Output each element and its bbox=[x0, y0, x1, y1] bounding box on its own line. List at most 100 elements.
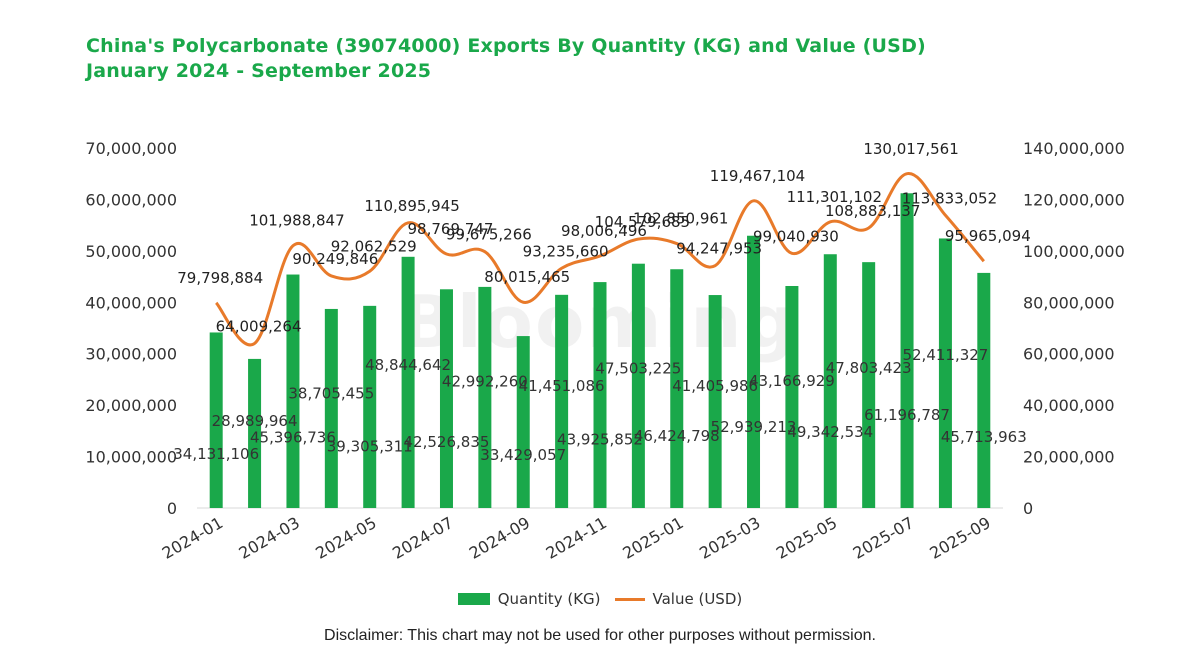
bar-data-label: 47,803,423 bbox=[826, 359, 912, 377]
bar-data-label: 41,451,086 bbox=[519, 377, 605, 395]
bar-quantity bbox=[593, 282, 607, 508]
bar-quantity bbox=[823, 254, 837, 508]
bar-quantity bbox=[977, 272, 991, 508]
bar-data-label: 61,196,787 bbox=[864, 406, 950, 424]
bar-quantity bbox=[785, 285, 799, 508]
bar-data-label: 49,342,534 bbox=[787, 423, 873, 441]
x-tick-label: 2024-09 bbox=[466, 513, 533, 563]
bar-data-label: 47,503,225 bbox=[595, 360, 681, 378]
line-data-label: 98,006,496 bbox=[561, 222, 647, 240]
combo-chart: 0 10,000,000 20,000,000 30,000,000 40,000,00… bbox=[85, 139, 1125, 563]
line-data-label: 79,798,884 bbox=[177, 269, 263, 287]
line-data-label: 95,965,094 bbox=[945, 227, 1031, 245]
legend-label-quantity: Quantity (KG) bbox=[497, 590, 601, 608]
line-data-label: 93,235,660 bbox=[523, 242, 609, 260]
bar-quantity bbox=[286, 274, 300, 508]
bar-quantity bbox=[555, 294, 569, 508]
bar-quantity bbox=[862, 262, 876, 508]
bar-quantity bbox=[747, 235, 761, 508]
y-right-tick-label: 0 bbox=[1023, 499, 1033, 518]
bar-data-label: 45,396,736 bbox=[250, 429, 336, 447]
line-data-label: 110,895,945 bbox=[364, 197, 459, 215]
line-data-label: 98,769,747 bbox=[408, 220, 494, 238]
line-data-label: 92,062,529 bbox=[331, 237, 417, 255]
x-tick-label: 2024-05 bbox=[312, 513, 379, 563]
line-data-label: 108,883,137 bbox=[825, 202, 920, 220]
bar-quantity bbox=[900, 193, 914, 508]
bar-data-label: 46,424,798 bbox=[634, 427, 720, 445]
line-data-label: 113,833,052 bbox=[902, 189, 997, 207]
line-data-label: 101,988,847 bbox=[249, 212, 344, 230]
bar-data-label: 42,992,260 bbox=[442, 372, 528, 390]
line-data-label: 80,015,465 bbox=[484, 268, 570, 286]
bar-quantity bbox=[248, 358, 262, 508]
bar-data-label: 41,405,986 bbox=[672, 377, 758, 395]
bar-data-label: 52,411,327 bbox=[902, 346, 988, 364]
legend-swatch-line bbox=[614, 597, 645, 601]
bar-data-label: 43,925,852 bbox=[557, 431, 643, 449]
y-left-tick-label: 20,000,000 bbox=[85, 396, 177, 415]
x-tick-label: 2025-09 bbox=[926, 513, 993, 563]
line-data-label: 102,850,961 bbox=[633, 210, 728, 228]
bar-data-label: 28,989,964 bbox=[212, 412, 298, 430]
bar-data-label: 39,305,311 bbox=[327, 437, 413, 455]
chart-title-line1: China's Polycarbonate (39074000) Exports… bbox=[86, 35, 926, 57]
legend-label-value: Value (USD) bbox=[652, 590, 743, 608]
bar-quantity bbox=[363, 305, 377, 508]
bar-quantity bbox=[516, 336, 530, 508]
x-tick-label: 2024-03 bbox=[236, 513, 303, 563]
x-tick-label: 2025-07 bbox=[850, 513, 917, 563]
x-tick-label: 2024-11 bbox=[543, 513, 610, 563]
bar-quantity bbox=[209, 332, 223, 508]
bar-data-label: 45,713,963 bbox=[941, 428, 1027, 446]
y-right-tick-label: 40,000,000 bbox=[1023, 396, 1115, 415]
y-left-tick-label: 60,000,000 bbox=[85, 190, 177, 209]
bar-quantity bbox=[670, 269, 684, 508]
bar-quantity bbox=[324, 308, 338, 508]
bar-quantity bbox=[478, 286, 492, 508]
x-tick-label: 2025-03 bbox=[696, 513, 763, 563]
bar-data-label: 43,166,929 bbox=[749, 372, 835, 390]
x-tick-label: 2024-01 bbox=[159, 513, 226, 563]
chart-title-line2: January 2024 - September 2025 bbox=[86, 60, 432, 82]
x-tick-label: 2025-01 bbox=[619, 513, 686, 563]
bar-data-label: 42,526,835 bbox=[404, 433, 490, 451]
line-data-label: 64,009,264 bbox=[216, 317, 302, 335]
bar-quantity bbox=[439, 289, 453, 508]
bar-data-label: 34,131,106 bbox=[173, 445, 259, 463]
legend-item-quantity[interactable]: Quantity (KG) bbox=[457, 590, 601, 608]
x-tick-label: 2025-05 bbox=[773, 513, 840, 563]
bar-data-label: 48,844,642 bbox=[365, 356, 451, 374]
line-data-label: 104,579,685 bbox=[595, 213, 690, 231]
chart-title: China's Polycarbonate (39074000) Exports… bbox=[86, 34, 926, 84]
bar-data-label: 33,429,057 bbox=[480, 446, 566, 464]
y-left-tick-label: 50,000,000 bbox=[85, 242, 177, 261]
line-data-label: 99,040,930 bbox=[753, 227, 839, 245]
y-right-tick-label: 120,000,000 bbox=[1023, 190, 1125, 209]
chart-legend: Quantity (KG) Value (USD) bbox=[0, 590, 1200, 608]
bar-data-label: 52,939,213 bbox=[711, 418, 797, 436]
y-right-tick-label: 80,000,000 bbox=[1023, 293, 1115, 312]
y-left-tick-label: 40,000,000 bbox=[85, 293, 177, 312]
bar-quantity bbox=[401, 256, 415, 508]
bar-quantity bbox=[708, 295, 722, 508]
disclaimer-text: Disclaimer: This chart may not be used f… bbox=[324, 627, 876, 644]
line-data-label: 90,249,846 bbox=[292, 250, 378, 268]
line-data-label: 111,301,102 bbox=[787, 188, 882, 206]
y-left-tick-label: 10,000,000 bbox=[85, 448, 177, 467]
legend-item-value[interactable]: Value (USD) bbox=[614, 590, 743, 608]
y-left-tick-label: 0 bbox=[167, 499, 177, 518]
bar-quantity bbox=[631, 263, 645, 508]
y-right-tick-label: 20,000,000 bbox=[1023, 448, 1115, 467]
line-data-label: 94,247,953 bbox=[676, 240, 762, 258]
line-value bbox=[215, 172, 985, 347]
bar-data-label: 38,705,455 bbox=[288, 385, 374, 403]
y-right-tick-label: 100,000,000 bbox=[1023, 242, 1125, 261]
legend-swatch-bar bbox=[457, 593, 490, 605]
y-right-tick-label: 140,000,000 bbox=[1023, 139, 1125, 158]
bar-quantity bbox=[938, 238, 952, 508]
line-data-label: 99,675,266 bbox=[446, 226, 532, 244]
line-data-label: 119,467,104 bbox=[710, 167, 805, 185]
y-left-tick-label: 30,000,000 bbox=[85, 345, 177, 364]
line-data-label: 130,017,561 bbox=[863, 140, 958, 158]
